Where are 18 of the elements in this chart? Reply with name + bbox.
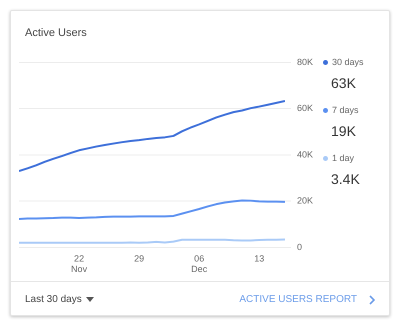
text: 63K xyxy=(331,75,357,91)
x-tick-label: 13 xyxy=(254,253,264,264)
text: ACTIVE USERS REPORT xyxy=(239,294,357,305)
y-tick-label: 80K xyxy=(296,56,313,67)
legend-label: 7 days xyxy=(332,105,359,115)
legend-label: 1 day xyxy=(332,153,354,163)
y-tick-label: 40K xyxy=(296,149,313,160)
x-tick-label: 06 Dec xyxy=(191,253,208,274)
y-tick-label: 0 xyxy=(296,242,302,252)
x-tick-label: 29 xyxy=(134,253,144,264)
text: 19K xyxy=(331,123,357,139)
x-tick-label: 22 Nov xyxy=(71,253,88,274)
text: Last 30 days xyxy=(25,294,82,305)
chart-title: Active Users xyxy=(25,27,87,39)
text: 3.4K xyxy=(331,171,361,187)
legend-label: 30 days xyxy=(332,57,364,67)
y-tick-label: 20K xyxy=(296,196,313,206)
y-tick-label: 60K xyxy=(296,103,313,114)
